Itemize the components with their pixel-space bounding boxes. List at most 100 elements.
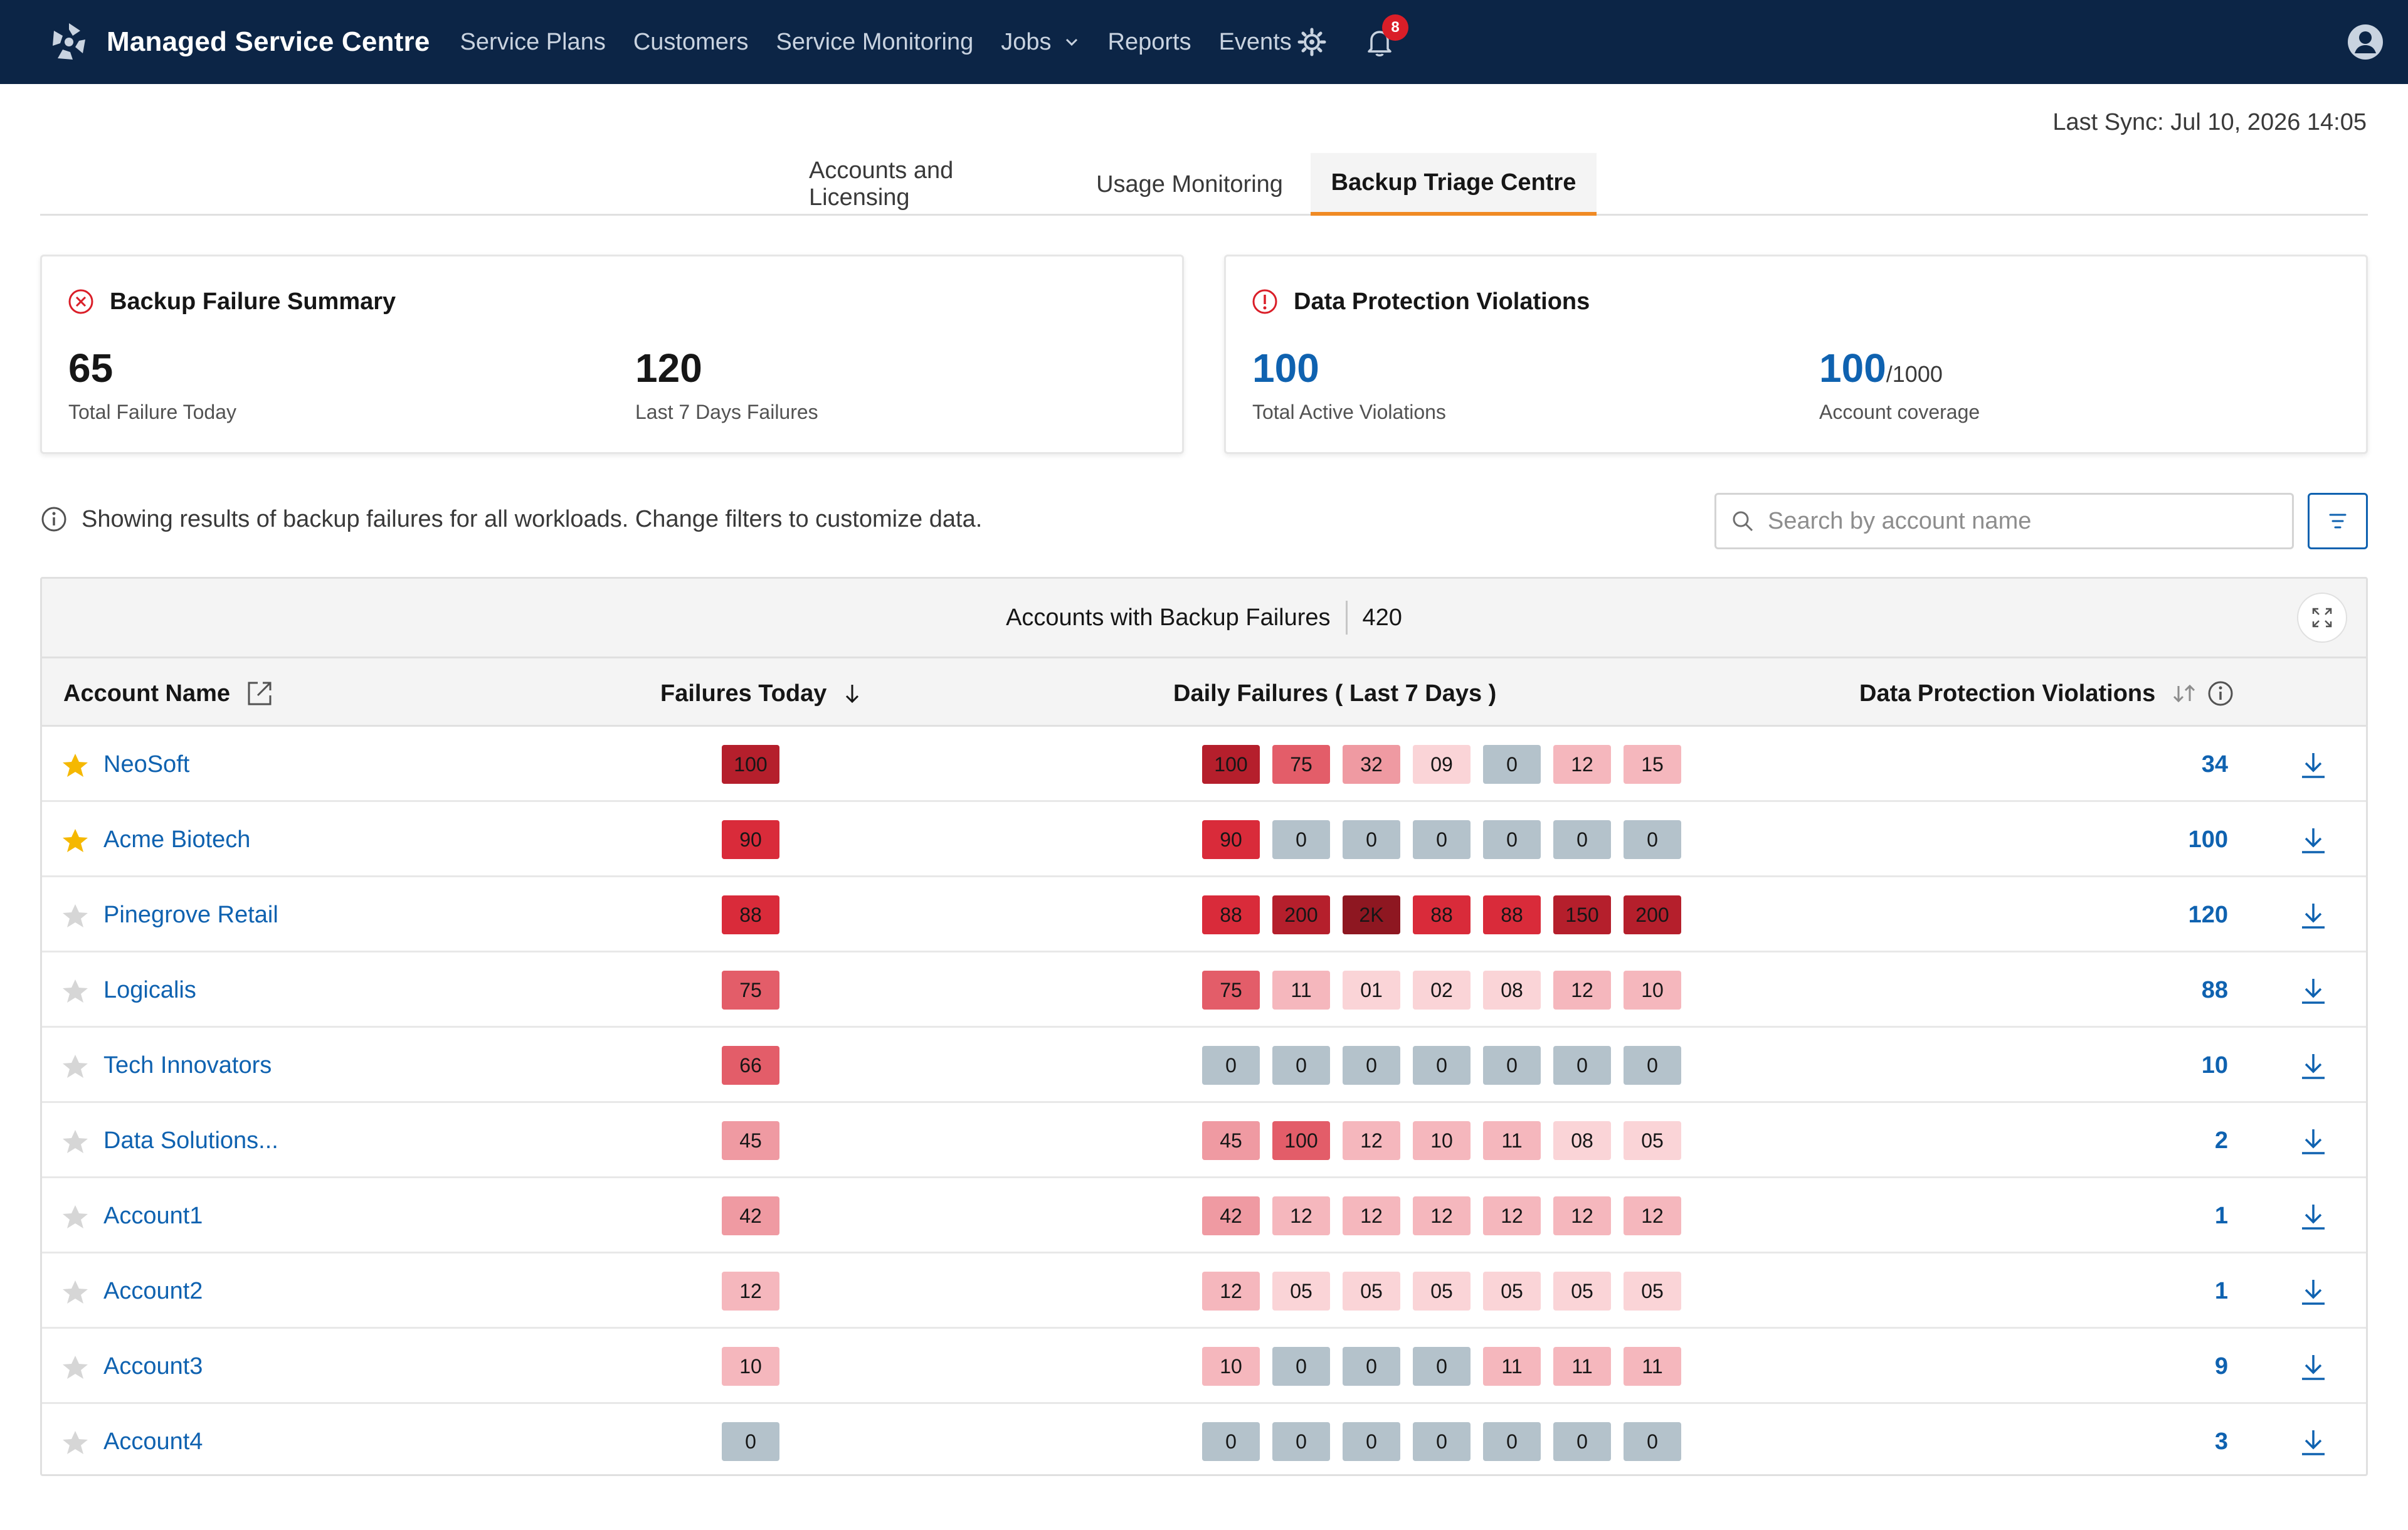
daily-failure-cell: 2K (1343, 895, 1400, 934)
expand-table-button[interactable] (2297, 593, 2347, 643)
app-logo-icon (53, 23, 85, 60)
metric-account-coverage[interactable]: 100/1000 Account coverage (1819, 348, 1980, 424)
daily-failure-cell: 05 (1483, 1272, 1541, 1311)
star-outline-icon[interactable] (61, 902, 90, 931)
violations-count-link[interactable]: 3 (2214, 1428, 2228, 1455)
violations-count-link[interactable]: 34 (2201, 751, 2228, 778)
violations-count-link[interactable]: 100 (2188, 826, 2228, 853)
star-filled-icon[interactable] (61, 752, 90, 781)
violations-count-link[interactable]: 1 (2214, 1277, 2228, 1304)
table-row: Acme Biotech 90 90 0 0 0 0 0 0 100 (42, 802, 2366, 877)
star-outline-icon[interactable] (61, 1279, 90, 1307)
last-7-days-failures-value: 120 (635, 346, 702, 391)
star-outline-icon[interactable] (61, 1429, 90, 1458)
filter-button[interactable] (2308, 493, 2368, 549)
account-name-link[interactable]: NeoSoft (103, 751, 190, 778)
tab-backup-triage-centre[interactable]: Backup Triage Centre (1311, 153, 1597, 216)
account-name-link[interactable]: Account3 (103, 1353, 203, 1380)
col-account-name[interactable]: Account Name (63, 658, 274, 729)
account-name-link[interactable]: Account2 (103, 1277, 203, 1304)
daily-failure-cell: 0 (1413, 1046, 1471, 1085)
notifications-button[interactable]: 8 (1361, 14, 1408, 61)
daily-failure-cell: 10 (1413, 1121, 1471, 1160)
warning-circle-icon (1252, 289, 1277, 314)
last-sync-timestamp: Last Sync: Jul 10, 2026 14:05 (2052, 109, 2367, 135)
daily-failure-cell: 09 (1413, 745, 1471, 784)
star-outline-icon[interactable] (61, 1128, 90, 1157)
star-outline-icon[interactable] (61, 1053, 90, 1082)
account-name-link[interactable]: Account4 (103, 1428, 203, 1455)
daily-failure-cell: 100 (1202, 745, 1260, 784)
daily-failure-cell: 0 (1272, 1046, 1330, 1085)
download-icon[interactable] (2296, 1049, 2331, 1084)
nav-events[interactable]: Events (1218, 28, 1292, 55)
col-account-name-label: Account Name (63, 680, 231, 707)
info-icon[interactable] (2207, 680, 2234, 707)
sort-icon[interactable] (2170, 681, 2198, 706)
account-name-link[interactable]: Logicalis (103, 976, 196, 1003)
download-icon[interactable] (2296, 748, 2331, 783)
star-outline-icon[interactable] (61, 1203, 90, 1232)
star-outline-icon[interactable] (61, 978, 90, 1006)
table-title: Accounts with Backup Failures (1006, 604, 1331, 631)
col-data-protection-violations[interactable]: Data Protection Violations (1859, 658, 2234, 729)
star-outline-icon[interactable] (61, 1354, 90, 1383)
violations-count-link[interactable]: 10 (2201, 1052, 2228, 1079)
daily-failure-cell: 12 (1483, 1196, 1541, 1235)
violations-count-link[interactable]: 1 (2214, 1202, 2228, 1229)
download-icon[interactable] (2296, 1350, 2331, 1385)
failures-today-badge: 90 (722, 820, 779, 859)
account-coverage-total: /1000 (1886, 361, 1943, 387)
star-filled-icon[interactable] (61, 827, 90, 856)
violations-count-link[interactable]: 88 (2201, 976, 2228, 1003)
violations-count-link[interactable]: 2 (2214, 1127, 2228, 1154)
col-failures-today[interactable]: Failures Today (660, 658, 863, 729)
account-name-link[interactable]: Pinegrove Retail (103, 901, 278, 928)
account-name-link[interactable]: Account1 (103, 1202, 203, 1229)
download-icon[interactable] (2296, 1200, 2331, 1235)
download-icon[interactable] (2296, 899, 2331, 934)
nav-service-monitoring[interactable]: Service Monitoring (776, 28, 974, 55)
daily-failure-cell: 0 (1343, 1046, 1400, 1085)
daily-failure-cell: 12 (1553, 1196, 1611, 1235)
account-name-link[interactable]: Acme Biotech (103, 826, 251, 853)
violations-count-link[interactable]: 120 (2188, 901, 2228, 928)
sort-descending-icon[interactable] (842, 681, 863, 706)
brand[interactable]: Managed Service Centre (48, 21, 430, 63)
download-icon[interactable] (2296, 974, 2331, 1009)
external-link-icon[interactable] (245, 679, 274, 708)
data-protection-violations-card: Data Protection Violations 100 Total Act… (1224, 255, 2368, 454)
daily-failure-cell: 08 (1483, 971, 1541, 1010)
tab-accounts-and-licensing[interactable]: Accounts and Licensing (809, 157, 954, 211)
daily-failure-cell: 200 (1624, 895, 1681, 934)
daily-failure-cell: 12 (1413, 1196, 1471, 1235)
download-icon[interactable] (2296, 823, 2331, 858)
violations-count-link[interactable]: 9 (2214, 1353, 2228, 1380)
table-row: Account1 42 42 12 12 12 12 12 12 1 (42, 1178, 2366, 1253)
user-menu-button[interactable] (2347, 23, 2384, 61)
nav-jobs[interactable]: Jobs (1001, 29, 1080, 56)
backup-summary-title: Backup Failure Summary (67, 288, 396, 315)
settings-button[interactable] (1293, 23, 1331, 61)
daily-failure-cell: 05 (1624, 1121, 1681, 1160)
nav-customers[interactable]: Customers (633, 28, 749, 55)
col-daily-failures-label: Daily Failures ( Last 7 Days ) (1173, 680, 1497, 707)
account-name-link[interactable]: Tech Innovators (103, 1052, 272, 1079)
daily-failure-cell: 42 (1202, 1196, 1260, 1235)
download-icon[interactable] (2296, 1425, 2331, 1460)
failures-today-badge: 75 (722, 971, 779, 1010)
download-icon[interactable] (2296, 1275, 2331, 1310)
tab-usage-monitoring[interactable]: Usage Monitoring (1096, 171, 1283, 198)
daily-failure-cell: 10 (1202, 1347, 1260, 1386)
download-icon[interactable] (2296, 1124, 2331, 1159)
account-name-link[interactable]: Data Solutions... (103, 1127, 278, 1154)
daily-failure-cell: 05 (1624, 1272, 1681, 1311)
nav-reports[interactable]: Reports (1107, 28, 1191, 55)
nav-service-plans[interactable]: Service Plans (460, 28, 606, 55)
account-search-box[interactable] (1714, 493, 2294, 549)
bell-icon (1368, 31, 1391, 56)
daily-failure-cell: 05 (1413, 1272, 1471, 1311)
daily-failure-cell: 0 (1483, 820, 1541, 859)
search-input[interactable] (1768, 507, 2269, 535)
metric-total-active-violations[interactable]: 100 Total Active Violations (1252, 348, 1446, 424)
